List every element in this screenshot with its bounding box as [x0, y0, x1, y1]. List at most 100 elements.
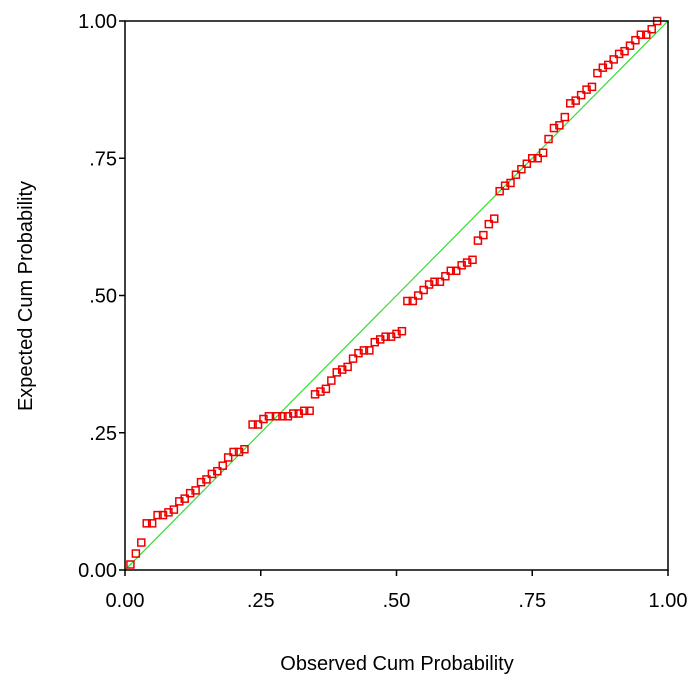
reference-line-layer — [124, 20, 669, 571]
data-point — [582, 85, 591, 94]
data-point — [142, 519, 151, 528]
data-point — [229, 447, 238, 457]
x-tick-label: .75 — [518, 590, 546, 612]
data-point — [354, 348, 363, 358]
data-point — [332, 368, 342, 377]
data-point — [614, 49, 624, 59]
data-point — [430, 277, 439, 287]
data-point — [500, 181, 510, 190]
data-point — [397, 326, 407, 336]
data-point — [240, 444, 249, 454]
x-axis: 0.00 .25 .50 .75 1.00 — [106, 570, 688, 612]
data-point — [566, 99, 575, 108]
data-point — [343, 362, 352, 372]
data-point — [647, 24, 656, 34]
data-point — [348, 354, 358, 363]
data-point — [506, 178, 515, 188]
data-point — [636, 30, 646, 39]
data-point — [489, 214, 499, 223]
data-point — [511, 170, 521, 179]
data-point — [248, 420, 257, 429]
data-point — [604, 60, 613, 70]
data-point — [196, 477, 206, 487]
data-point — [538, 148, 548, 158]
data-point — [264, 412, 274, 421]
y-tick-label: 0.00 — [78, 560, 117, 582]
data-point — [571, 96, 580, 105]
data-point — [278, 412, 287, 421]
data-point — [446, 266, 456, 276]
data-point — [441, 272, 450, 281]
data-point — [403, 296, 412, 306]
data-point — [294, 409, 304, 418]
data-point — [169, 505, 179, 514]
data-point — [576, 90, 586, 100]
data-point — [131, 549, 141, 558]
x-axis-label: Observed Cum Probability — [280, 653, 513, 675]
data-point — [175, 497, 184, 506]
data-point — [305, 406, 314, 416]
data-point — [185, 488, 195, 498]
data-point — [316, 387, 325, 396]
data-point — [419, 285, 428, 295]
data-point — [164, 508, 173, 517]
x-tick-label: 1.00 — [649, 590, 688, 612]
data-point — [213, 466, 222, 476]
data-point — [462, 258, 472, 267]
data-point — [381, 332, 390, 341]
data-point — [253, 420, 263, 429]
data-point — [413, 291, 423, 300]
data-point — [620, 46, 629, 56]
y-axis: 0.00 .25 .50 .75 1.00 — [78, 11, 125, 582]
data-point — [435, 277, 445, 287]
data-point — [259, 414, 268, 424]
data-point — [370, 337, 380, 347]
data-point — [365, 346, 374, 355]
data-point — [234, 447, 244, 457]
x-tick-label: .50 — [383, 590, 411, 612]
data-point — [625, 41, 635, 50]
data-point — [528, 154, 537, 163]
data-point — [289, 409, 298, 418]
data-point — [180, 494, 189, 503]
reference-line — [124, 20, 669, 571]
data-point — [327, 376, 336, 385]
data-point — [642, 30, 651, 39]
data-point — [337, 365, 347, 374]
y-tick-label: .25 — [89, 423, 117, 445]
data-point — [299, 406, 309, 416]
data-point — [218, 461, 227, 470]
data-point — [549, 123, 559, 133]
data-point — [158, 510, 168, 520]
data-point — [359, 346, 369, 355]
data-point — [495, 186, 504, 196]
data-point — [517, 164, 526, 174]
data-point — [457, 261, 466, 270]
data-point — [137, 538, 146, 547]
data-point — [283, 412, 293, 421]
data-point — [598, 63, 608, 72]
data-point — [126, 560, 135, 569]
data-point — [375, 335, 385, 344]
data-point — [191, 486, 200, 495]
data-point — [468, 255, 477, 265]
data-point — [609, 55, 618, 64]
data-point — [522, 159, 532, 168]
y-tick-label: .75 — [89, 148, 117, 170]
data-point — [479, 230, 488, 240]
data-point — [223, 453, 233, 462]
data-point — [392, 329, 401, 339]
data-point — [451, 266, 461, 276]
x-tick-label: 0.00 — [106, 590, 145, 612]
data-point — [555, 121, 564, 130]
y-axis-label: Expected Cum Probability — [15, 181, 37, 411]
data-point — [202, 475, 211, 484]
data-point — [424, 280, 434, 289]
y-tick-label: .50 — [89, 286, 117, 308]
data-point — [533, 154, 542, 163]
data-point — [153, 510, 162, 520]
data-point — [386, 332, 396, 341]
data-point — [207, 469, 217, 479]
data-point — [544, 134, 553, 144]
